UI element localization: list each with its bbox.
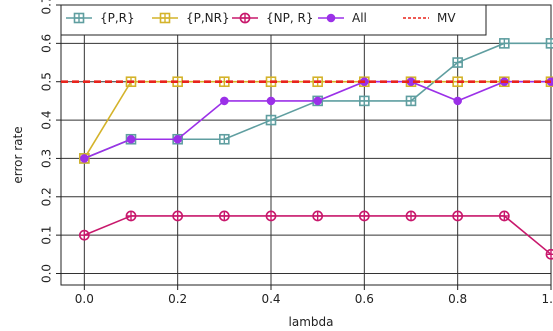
series-2-point-8 [452, 210, 464, 222]
x-axis-label: lambda [289, 315, 334, 329]
x-tick-label-5: 1.0 [541, 292, 553, 306]
series-3-point-5 [313, 96, 322, 106]
grid [61, 4, 552, 285]
legend-item-2: {NP, R} [232, 11, 313, 25]
x-tick-label-4: 0.8 [448, 292, 467, 306]
x-tick-label-0: 0.0 [75, 292, 94, 306]
series-0-point-10 [545, 38, 553, 49]
legend-label-4: MV [437, 11, 456, 25]
series-2-point-5 [312, 210, 324, 222]
y-tick-label-3: 0.3 [40, 149, 54, 168]
legend-label-0: {P,R} [100, 11, 135, 25]
series-2-point-3 [218, 210, 230, 222]
series-2-point-10 [545, 248, 553, 260]
series-2 [78, 210, 553, 260]
x-tick-label-2: 0.4 [261, 292, 280, 306]
series-2-point-2 [172, 210, 184, 222]
series-2-point-1 [125, 210, 137, 222]
series-2-point-7 [405, 210, 417, 222]
series-3-point-3 [220, 96, 229, 106]
x-tick-label-3: 0.6 [355, 292, 374, 306]
y-tick-label-4: 0.4 [40, 111, 54, 130]
y-tick-label-0: 0.0 [40, 264, 54, 283]
legend: {P,R} {P,NR} {NP, R} All MV [60, 4, 487, 36]
series-2-point-4 [265, 210, 277, 222]
x-tick-label-1: 0.2 [168, 292, 187, 306]
series-3-point-0 [80, 154, 89, 163]
series-0-point-6 [359, 95, 370, 107]
series-2-point-9 [498, 210, 510, 222]
legend-label-2: {NP, R} [266, 11, 313, 25]
series-3-point-8 [453, 96, 462, 106]
legend-box [60, 4, 487, 36]
axes: 0.0 0.2 0.4 0.6 0.8 1.0 0.0 0.1 0.2 0.3 0.4 0.5 0.6 0… [40, 0, 553, 306]
series-3-point-2 [173, 134, 182, 144]
legend-item-1: {P,NR} [152, 11, 230, 25]
plot-frame [60, 4, 552, 286]
series-2-point-0 [78, 229, 90, 241]
legend-swatch-marker-2 [239, 12, 251, 24]
legend-label-1: {P,NR} [186, 11, 230, 25]
series-3-point-4 [266, 96, 276, 106]
y-tick-label-1: 0.1 [40, 226, 54, 245]
y-tick-label-6: 0.6 [40, 34, 54, 53]
series-layer [61, 38, 553, 260]
series-0-point-3 [219, 133, 230, 145]
y-tick-label-7: 0.7 [40, 0, 54, 15]
y-axis-label: error rate [11, 126, 25, 183]
series-2-point-6 [358, 210, 370, 222]
legend-label-3: All [352, 11, 367, 25]
series-0-point-9 [499, 38, 510, 49]
series-3-point-1 [126, 134, 136, 144]
legend-item-4: MV [403, 11, 456, 25]
legend-item-0: {P,R} [66, 11, 135, 25]
series-0-point-4 [265, 114, 277, 126]
legend-swatch-marker-3 [326, 13, 336, 23]
y-tick-label-5: 0.5 [40, 72, 54, 91]
series-3 [80, 77, 553, 163]
legend-swatch-marker-1 [159, 12, 171, 24]
y-tick-label-2: 0.2 [40, 187, 54, 206]
legend-item-3: All [318, 11, 367, 25]
legend-swatch-marker-0 [73, 12, 85, 24]
series-0-point-8 [452, 57, 463, 68]
series-0-point-7 [405, 95, 417, 107]
